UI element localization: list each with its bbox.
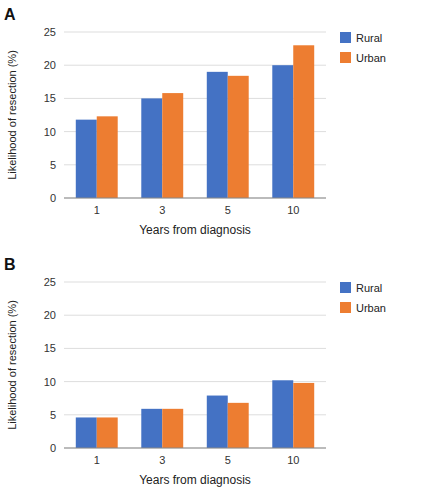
y-tick-label: 20 [44, 309, 56, 321]
legend-label: Rural [356, 32, 382, 44]
y-tick-label: 10 [44, 376, 56, 388]
y-axis-label: Likelihood of resection (%) [6, 50, 18, 180]
y-tick-label: 0 [50, 192, 56, 204]
panel-label: B [4, 256, 16, 273]
x-axis-label: Years from diagnosis [139, 223, 251, 237]
panel-label: A [4, 6, 16, 23]
bar [272, 65, 293, 198]
y-tick-label: 5 [50, 159, 56, 171]
grid-line [64, 448, 326, 449]
bar [76, 417, 97, 448]
x-tick-label: 10 [287, 454, 299, 466]
bar [207, 396, 228, 448]
x-tick-label: 5 [225, 454, 231, 466]
bar [97, 417, 118, 448]
legend-label: Urban [356, 52, 386, 64]
grid-line [64, 315, 326, 316]
y-tick-label: 15 [44, 92, 56, 104]
grid-line [64, 32, 326, 33]
bar [97, 116, 118, 198]
x-tick-label: 3 [159, 204, 165, 216]
y-axis-label: Likelihood of resection (%) [6, 300, 18, 430]
legend-label: Rural [356, 282, 382, 294]
bar [293, 45, 314, 198]
legend: Rural Urban [340, 32, 386, 64]
x-axis-line [64, 198, 326, 199]
bar [228, 403, 249, 448]
grid-line [64, 348, 326, 349]
panel: 0 5 10 15 20 25 1 3 5 10 Years from diagnosis Likel… [4, 256, 386, 487]
bar [207, 72, 228, 198]
x-tick-label: 10 [287, 204, 299, 216]
y-tick-label: 0 [50, 442, 56, 454]
bar [162, 409, 183, 448]
y-tick-label: 15 [44, 342, 56, 354]
chart-root: 051015202513510Years from diagnosisLikel… [0, 0, 423, 500]
x-axis-label: Years from diagnosis [139, 473, 251, 487]
bar [293, 383, 314, 448]
y-tick-label: 5 [50, 409, 56, 421]
bar [141, 98, 162, 198]
x-tick-label: 1 [94, 454, 100, 466]
grid-line [64, 282, 326, 283]
legend: Rural Urban [340, 282, 386, 314]
x-tick-label: 1 [94, 204, 100, 216]
grid-line [64, 198, 326, 199]
x-tick-label: 5 [225, 204, 231, 216]
y-tick-label: 20 [44, 59, 56, 71]
y-tick-label: 25 [44, 276, 56, 288]
bar [228, 76, 249, 198]
bar [272, 380, 293, 448]
bars [76, 45, 314, 198]
x-axis-line [64, 448, 326, 449]
x-tick-label: 3 [159, 454, 165, 466]
legend-swatch [340, 282, 351, 293]
bar [162, 93, 183, 198]
legend-swatch [340, 302, 351, 313]
y-tick-label: 10 [44, 126, 56, 138]
bars [76, 380, 314, 448]
bar [141, 409, 162, 448]
legend-swatch [340, 32, 351, 43]
y-tick-label: 25 [44, 26, 56, 38]
panel: 0 5 10 15 20 25 1 3 5 10 Years from diagnosis Likel… [4, 6, 386, 237]
bar [76, 120, 97, 198]
legend-label: Urban [356, 302, 386, 314]
legend-swatch [340, 52, 351, 63]
